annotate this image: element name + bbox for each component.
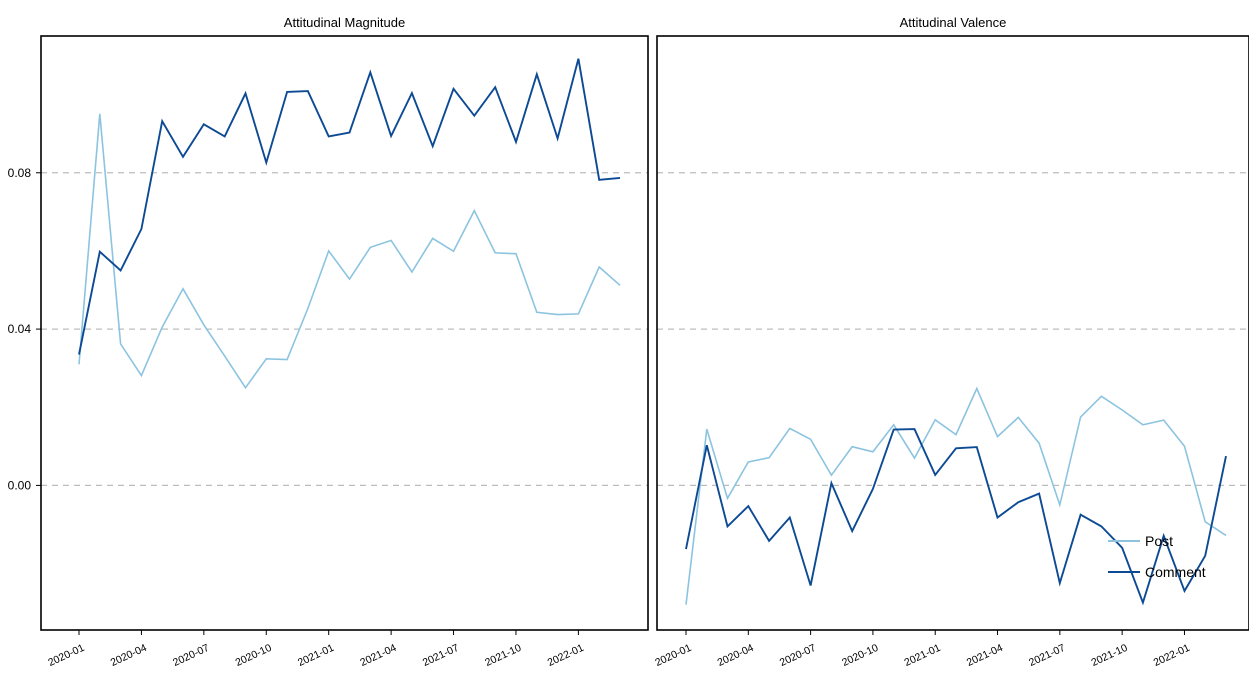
x-tick-label: 2022-01: [1152, 642, 1192, 669]
legend-label-post: Post: [1145, 533, 1173, 549]
x-tick-label: 2020-10: [234, 642, 274, 669]
panel-2: Attitudinal Valence 2020-01 2020-04 2020-07…: [653, 15, 1249, 669]
x-tick-label: 2021-07: [1027, 642, 1067, 669]
panel-1: Attitudinal Magnitude 0.00 0.04 0.08 2020-01…: [8, 15, 649, 669]
x-tick-label: 2021-01: [902, 642, 942, 669]
panel-title: Attitudinal Valence: [900, 15, 1007, 30]
x-tick-label: 2021-04: [965, 642, 1005, 669]
x-tick-label: 2020-07: [171, 642, 211, 669]
y-tick-label: 0.00: [8, 478, 32, 492]
x-tick-label: 2020-01: [46, 642, 86, 669]
x-tick-label: 2020-04: [716, 642, 756, 669]
x-tick-label: 2021-07: [421, 642, 461, 669]
x-tick-label: 2020-10: [840, 642, 880, 669]
legend-label-comment: Comment: [1145, 564, 1206, 580]
y-tick-label: 0.04: [8, 322, 32, 336]
x-tick-label: 2020-07: [778, 642, 818, 669]
legend: Post Comment: [1108, 533, 1206, 580]
x-tick-label: 2021-10: [483, 642, 523, 669]
panel-frame: [656, 35, 1249, 631]
x-tick-label: 2021-04: [358, 642, 398, 669]
series-line-post: [78, 113, 621, 390]
x-tick-label: 2022-01: [546, 642, 586, 669]
panel-title: Attitudinal Magnitude: [284, 15, 405, 30]
x-tick-label: 2021-10: [1089, 642, 1129, 669]
y-tick-label: 0.08: [8, 166, 32, 180]
series-line-comment: [78, 58, 621, 355]
panel-frame: [40, 35, 649, 631]
x-tick-label: 2020-04: [109, 642, 149, 669]
series-line-post: [685, 386, 1227, 605]
x-tick-label: 2020-01: [653, 642, 693, 669]
series-line-comment: [685, 428, 1227, 606]
x-tick-label: 2021-01: [296, 642, 336, 669]
